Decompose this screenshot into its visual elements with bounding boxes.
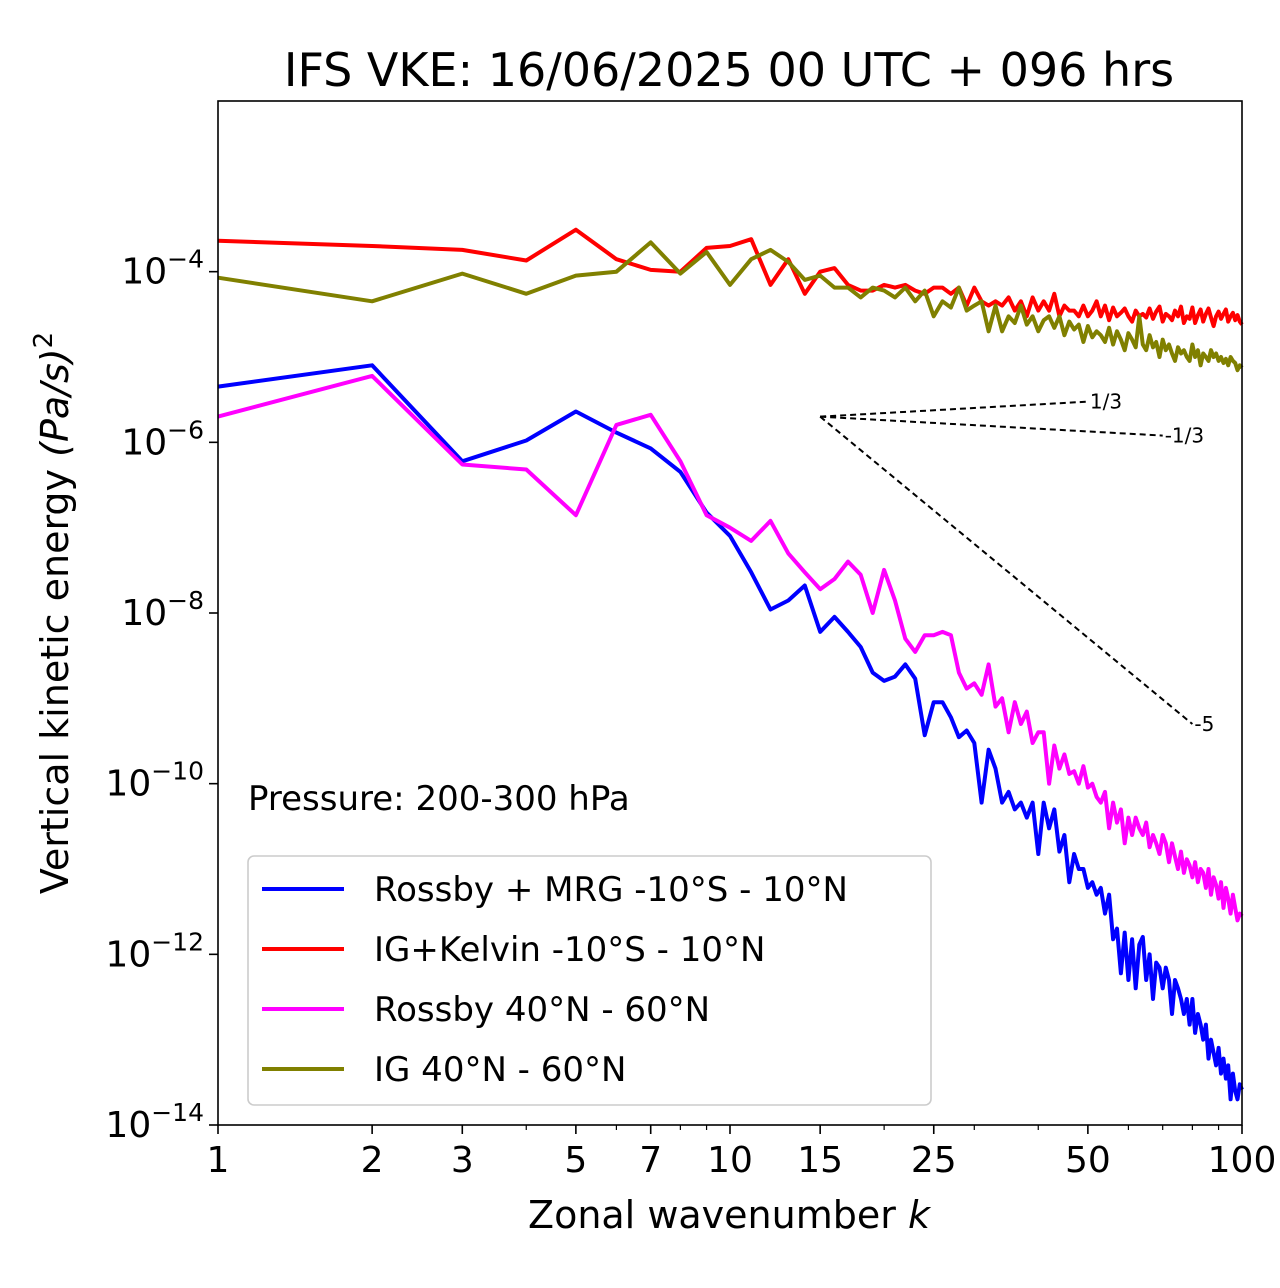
x-tick-label: 5 (564, 1140, 587, 1181)
x-tick-label: 3 (451, 1140, 474, 1181)
x-axis-label-var: k (908, 1193, 932, 1237)
x-tick-label: 100 (1208, 1140, 1277, 1181)
axis-ticks: 1 2 3 5 7 10 15 25 50 100 10−14 10−12 10−10 10−8 10−6 1… (105, 245, 1276, 1181)
series-line-1 (217, 363, 1244, 1102)
x-axis-label-text: Zonal wavenumber (528, 1193, 896, 1237)
y-axis-label-text: Vertical kinetic energy (33, 469, 77, 894)
x-tick-label: 1 (207, 1140, 230, 1181)
slope-line-1 (820, 400, 1088, 418)
legend-label-3: Rossby 40°N - 60°N (374, 990, 710, 1030)
slope-label-2: -1/3 (1165, 424, 1204, 448)
slope-line-2 (820, 415, 1163, 437)
pressure-annotation: Pressure: 200-300 hPa (248, 779, 630, 819)
x-axis-label: Zonal wavenumber k (528, 1193, 932, 1237)
legend: Rossby + MRG -10°S - 10°N IG+Kelvin -10°S… (247, 855, 932, 1106)
slope-label-3: -5 (1194, 712, 1214, 736)
plot-frame (217, 100, 1243, 1126)
y-tick-label: 10−14 (105, 1098, 204, 1146)
x-tick-label: 50 (1065, 1140, 1111, 1181)
series-line-3 (217, 373, 1244, 923)
slope-label-1: 1/3 (1090, 390, 1122, 414)
y-tick-label: 10−4 (121, 245, 204, 293)
y-tick-label: 10−6 (121, 415, 204, 463)
x-tick-label: 7 (639, 1140, 662, 1181)
y-axis-label-units: (Pa/s) (33, 348, 77, 456)
x-tick-label: 10 (707, 1140, 753, 1181)
series-line-4 (217, 240, 1244, 373)
legend-label-2: IG+Kelvin -10°S - 10°N (374, 930, 765, 970)
legend-label-4: IG 40°N - 60°N (374, 1050, 626, 1090)
series-layer (217, 227, 1244, 1102)
y-axis-label-exponent: 2 (29, 332, 59, 349)
y-tick-label: 10−10 (105, 757, 204, 805)
legend-frame (247, 855, 932, 1106)
y-tick-label: 10−12 (105, 927, 204, 975)
reference-slopes: 1/3 -1/3 -5 (819, 390, 1214, 736)
chart-title: IFS VKE: 16/06/2025 00 UTC + 096 hrs (284, 43, 1174, 97)
y-tick-label: 10−8 (121, 586, 204, 634)
x-tick-label: 2 (361, 1140, 384, 1181)
slope-line-3 (819, 415, 1194, 725)
y-axis-label: Vertical kinetic energy (Pa/s)2 (29, 332, 77, 894)
legend-label-1: Rossby + MRG -10°S - 10°N (374, 870, 848, 910)
x-tick-label: 25 (911, 1140, 957, 1181)
x-tick-label: 15 (797, 1140, 843, 1181)
series-line-2 (217, 227, 1244, 329)
